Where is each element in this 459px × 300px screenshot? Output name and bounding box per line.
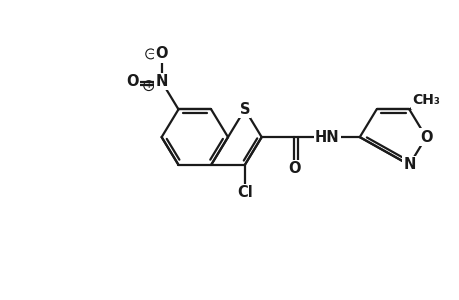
Text: +: + [146,81,151,90]
Text: Cl: Cl [236,185,252,200]
Text: O: O [287,161,300,176]
Text: −: − [147,50,154,58]
Text: O: O [419,130,431,145]
Text: S: S [239,102,250,117]
Text: N: N [402,158,414,172]
Text: O: O [126,74,139,89]
Text: CH₃: CH₃ [411,94,439,107]
Text: HN: HN [314,130,339,145]
Text: N: N [155,74,168,89]
Text: O: O [155,46,168,62]
